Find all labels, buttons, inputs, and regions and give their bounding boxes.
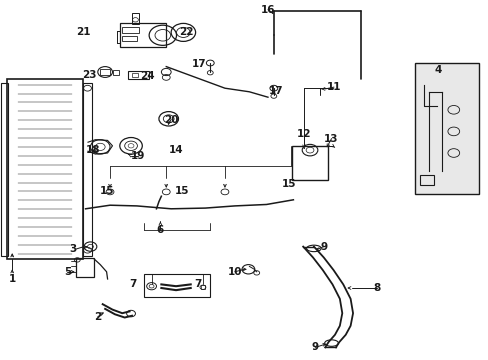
Text: 15: 15 <box>282 179 296 189</box>
Text: 13: 13 <box>324 134 338 144</box>
Bar <box>419 175 433 185</box>
Text: 6: 6 <box>157 225 163 235</box>
Text: 7: 7 <box>193 279 201 289</box>
Bar <box>144 274 210 297</box>
Text: 19: 19 <box>130 150 145 161</box>
Text: 15: 15 <box>99 186 114 196</box>
Text: 17: 17 <box>192 59 206 69</box>
Bar <box>120 23 166 47</box>
Bar <box>7 79 83 259</box>
Text: 20: 20 <box>163 114 178 125</box>
Text: 17: 17 <box>268 86 283 96</box>
Text: 16: 16 <box>260 5 275 15</box>
Text: 15: 15 <box>174 186 189 196</box>
Bar <box>76 258 94 277</box>
Bar <box>201 285 204 289</box>
Text: 1: 1 <box>9 274 16 284</box>
Text: 5: 5 <box>64 267 71 277</box>
Bar <box>128 71 148 79</box>
Bar <box>100 69 110 75</box>
Text: 2: 2 <box>94 312 101 322</box>
Text: 23: 23 <box>81 70 96 80</box>
Text: 14: 14 <box>168 145 183 156</box>
Bar <box>292 146 327 180</box>
Text: 9: 9 <box>320 242 326 252</box>
Text: 10: 10 <box>227 267 242 277</box>
Text: 11: 11 <box>326 82 341 92</box>
Bar <box>122 27 139 33</box>
Text: 22: 22 <box>179 27 194 37</box>
Text: 8: 8 <box>372 283 379 293</box>
Text: 4: 4 <box>434 65 442 75</box>
Bar <box>122 36 137 41</box>
Bar <box>132 13 139 24</box>
Text: 18: 18 <box>85 145 100 156</box>
Bar <box>414 63 478 194</box>
Bar <box>113 70 119 75</box>
Text: 21: 21 <box>76 27 90 37</box>
Text: 12: 12 <box>296 129 311 139</box>
Bar <box>132 73 138 77</box>
Bar <box>83 83 92 256</box>
Bar <box>1 83 8 256</box>
Text: 9: 9 <box>311 342 318 352</box>
Text: 3: 3 <box>70 244 77 254</box>
Text: 24: 24 <box>140 71 155 81</box>
Text: 7: 7 <box>129 279 137 289</box>
